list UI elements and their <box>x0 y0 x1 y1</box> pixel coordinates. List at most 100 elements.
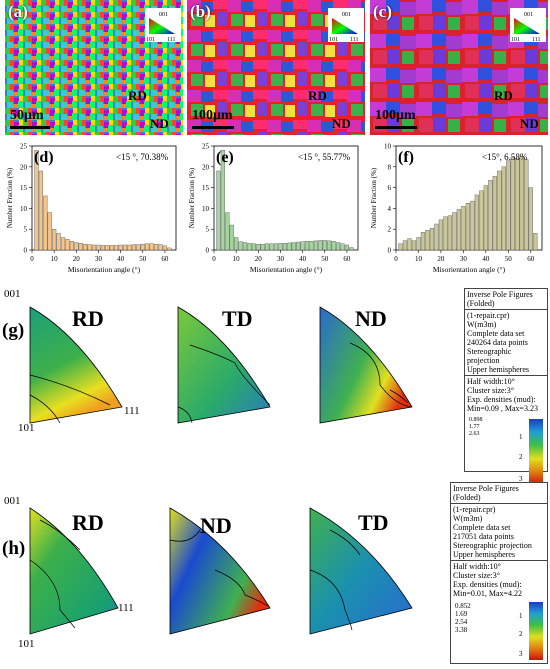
panel-label-c: (c) <box>373 2 392 21</box>
bar <box>83 243 88 251</box>
ipf-g-title-1: RD <box>72 306 104 331</box>
x-tick-label: 40 <box>482 255 490 263</box>
bar <box>60 237 66 251</box>
y-tick-label: 5 <box>24 226 28 234</box>
bar <box>492 175 497 251</box>
ipf-h-title-3: TD <box>358 510 389 535</box>
fraction-annotation: <15°, 6.58% <box>482 152 528 162</box>
histogram-f: 0 10 20 30 40 50 60 0 2 4 6 8 10 Misorientation angle… <box>370 143 543 274</box>
bar <box>145 243 150 251</box>
x-tick-label: 20 <box>73 255 81 263</box>
x-tick-label: 30 <box>95 255 103 263</box>
bar <box>56 233 61 251</box>
bar <box>131 244 136 251</box>
key-101: 101 <box>146 37 155 42</box>
key-111: 111 <box>167 37 176 42</box>
corner-001-h: 001 <box>4 495 21 507</box>
svg-text:101: 101 <box>329 37 338 42</box>
corner-001-g: 001 <box>4 288 21 300</box>
info-g-section1: Inverse Pole Figures (Folded) <box>465 289 547 310</box>
y-tick-label: 0 <box>24 247 28 255</box>
x-tick-label: 20 <box>255 255 262 263</box>
y-tick-label: 8 <box>388 163 392 171</box>
bar <box>167 247 172 251</box>
ipf-triangles-h <box>29 507 413 635</box>
bar <box>100 245 105 251</box>
bar <box>488 180 493 251</box>
y-tick-label: 20 <box>20 163 28 171</box>
bar <box>479 190 484 251</box>
bar <box>506 160 511 251</box>
bar <box>158 244 163 251</box>
info-h-section1: Inverse Pole Figures (Folded) <box>451 483 547 504</box>
bar <box>416 237 421 251</box>
bar <box>251 243 256 251</box>
bar <box>220 149 225 251</box>
x-tick-label: 60 <box>343 255 351 263</box>
bar <box>74 242 79 251</box>
panel-label: (d) <box>34 149 54 166</box>
bar <box>153 243 159 251</box>
histogram-d: 0 10 20 30 40 50 60 0 5 10 15 20 25 Misorientation an… <box>6 143 177 274</box>
ipf-color-key-a: 001 101 111 <box>145 8 181 42</box>
bar <box>349 247 354 251</box>
y-tick-label: 10 <box>384 143 392 151</box>
bar <box>225 212 230 251</box>
ipf-color-key-b: 001 101 111 <box>328 8 364 42</box>
bar <box>438 219 444 251</box>
panel-label-g: (g) <box>2 320 25 341</box>
bar <box>335 242 341 251</box>
x-tick-label: 10 <box>51 255 59 263</box>
bar <box>118 244 123 251</box>
ipf-g-title-2: TD <box>222 306 253 331</box>
bar <box>533 233 538 251</box>
bar <box>434 223 439 251</box>
info-h-section3: Half width:10° Cluster size:3° Exp. densit… <box>451 561 547 665</box>
bar <box>109 245 114 251</box>
bar <box>96 244 101 251</box>
histogram-e: 0 10 20 30 40 50 60 0 5 10 15 20 25 Misorientation an… <box>188 143 359 274</box>
x-tick-label: 0 <box>394 255 398 263</box>
corner-101-h: 101 <box>18 638 35 650</box>
bar <box>265 243 270 251</box>
x-tick-label: 60 <box>161 255 169 263</box>
bar <box>52 228 57 251</box>
y-tick-label: 2 <box>388 226 392 234</box>
x-tick-label: 40 <box>299 255 307 263</box>
y-tick-label: 10 <box>202 205 210 213</box>
bar <box>260 243 265 251</box>
bar <box>114 245 119 251</box>
bar <box>229 224 234 251</box>
levels-g: 0.898 1.77 2.63 <box>469 417 483 437</box>
x-tick-label: 20 <box>437 255 445 263</box>
bar <box>282 243 287 251</box>
corner-111-h: 111 <box>118 602 134 614</box>
bar <box>122 244 128 251</box>
bar <box>443 216 448 251</box>
bar <box>470 200 475 251</box>
ipf-info-box-h: Inverse Pole Figures (Folded) (1-repair.c… <box>450 482 548 664</box>
svg-text:001: 001 <box>524 12 533 18</box>
bar <box>87 244 92 251</box>
x-tick-label: 10 <box>233 255 241 263</box>
levels-h: 0.852 1.69 2.54 3.38 <box>455 602 471 634</box>
bar <box>300 241 305 251</box>
bar <box>127 244 132 251</box>
bar <box>515 158 520 251</box>
svg-text:111: 111 <box>532 37 541 42</box>
x-tick-label: 0 <box>212 255 216 263</box>
rd-label-a: RD <box>128 88 147 103</box>
bar <box>519 156 524 251</box>
bar <box>162 245 168 251</box>
x-tick-label: 50 <box>321 255 329 263</box>
bar <box>234 237 239 251</box>
bar <box>309 241 314 251</box>
y-tick-label: 15 <box>20 184 28 192</box>
bar <box>69 241 74 251</box>
bar <box>278 243 283 251</box>
bar <box>497 170 502 251</box>
bar <box>411 240 417 251</box>
bar <box>461 206 466 251</box>
svg-text:101: 101 <box>511 37 520 42</box>
key-001: 001 <box>159 12 168 18</box>
